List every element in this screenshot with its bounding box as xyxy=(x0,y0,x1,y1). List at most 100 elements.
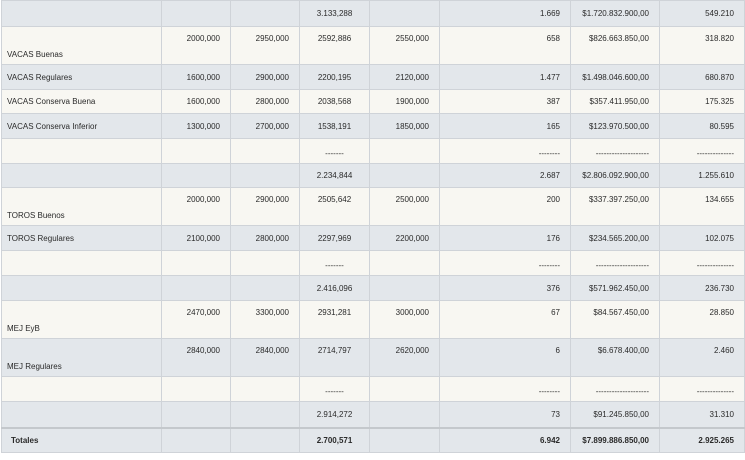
head-count-cell: 6 xyxy=(439,338,571,377)
table-row: 2.416,096 376 $571.962.450,00 236.730 63… xyxy=(1,275,745,301)
head-count-cell: 658 xyxy=(439,26,571,65)
table-row: 2.914,272 73 $91.245.850,00 31.310 429 xyxy=(1,401,745,429)
table-row: VACAS Regulares 1600,000 2900,000 2200,1… xyxy=(1,64,745,90)
min-price-cell: 1600,000 xyxy=(161,64,231,90)
total-avg-price: 2.700,571 xyxy=(299,427,370,453)
avg-price-cell: 1538,191 xyxy=(299,113,370,139)
category-cell xyxy=(1,401,162,429)
min-price-cell: 1600,000 xyxy=(161,89,231,114)
head-count-cell: 67 xyxy=(439,300,571,339)
max-price-cell xyxy=(230,250,300,276)
table-row: ------- -------- -------------------- --… xyxy=(1,376,745,402)
table-row: TOROS Regulares 2100,000 2800,000 2297,9… xyxy=(1,225,745,251)
kilos-cell: 2.460 xyxy=(659,338,745,377)
head-count-cell: 1.669 xyxy=(439,0,571,27)
mode-price-cell xyxy=(369,0,440,27)
table-row: TOROS Buenos 2000,000 2900,000 2505,642 … xyxy=(1,187,745,226)
kilos-cell: 236.730 xyxy=(659,275,745,301)
table-row: ------- -------- -------------------- --… xyxy=(1,138,745,164)
category-cell xyxy=(1,163,162,188)
totals-row: Totales 2.700,571 6.942 $7.899.886.850,0… xyxy=(1,427,745,453)
mode-price-cell: 1850,000 xyxy=(369,113,440,139)
avg-price-cell: 2592,886 xyxy=(299,26,370,65)
max-price-cell xyxy=(230,163,300,188)
avg-price-cell: 2.234,844 xyxy=(299,163,370,188)
min-price-cell: 1300,000 xyxy=(161,113,231,139)
max-price-cell xyxy=(230,138,300,164)
kilos-cell: 31.310 xyxy=(659,401,745,429)
table-row: VACAS Buenas 2000,000 2950,000 2592,886 … xyxy=(1,26,745,65)
amount-cell: $2.806.092.900,00 xyxy=(570,163,660,188)
kilos-cell: 1.255.610 xyxy=(659,163,745,188)
max-price-cell xyxy=(230,427,300,453)
kilos-cell: 549.210 xyxy=(659,0,745,27)
min-price-cell xyxy=(161,427,231,453)
mode-price-cell xyxy=(369,401,440,429)
table-row: MEJ Regulares 2840,000 2840,000 2714,797… xyxy=(1,338,745,377)
min-price-cell xyxy=(161,138,231,164)
min-price-cell: 2000,000 xyxy=(161,26,231,65)
amount-cell: $571.962.450,00 xyxy=(570,275,660,301)
kilos-cell: 680.870 xyxy=(659,64,745,90)
amount-cell: -------------------- xyxy=(570,250,660,276)
max-price-cell: 2840,000 xyxy=(230,338,300,377)
mode-price-cell: 2550,000 xyxy=(369,26,440,65)
head-count-cell: -------- xyxy=(439,250,571,276)
min-price-cell xyxy=(161,250,231,276)
avg-price-cell: 2931,281 xyxy=(299,300,370,339)
amount-cell: $826.663.850,00 xyxy=(570,26,660,65)
avg-price-cell: 2.416,096 xyxy=(299,275,370,301)
max-price-cell: 2900,000 xyxy=(230,187,300,226)
min-price-cell: 2000,000 xyxy=(161,187,231,226)
table-row: 3.133,288 1.669 $1.720.832.900,00 549.21… xyxy=(1,0,745,27)
mode-price-cell xyxy=(369,376,440,402)
kilos-cell: 80.595 xyxy=(659,113,745,139)
max-price-cell: 3300,000 xyxy=(230,300,300,339)
category-cell xyxy=(1,0,162,27)
category-cell: VACAS Regulares xyxy=(1,64,162,90)
totals-label: Totales xyxy=(1,427,162,453)
min-price-cell xyxy=(161,275,231,301)
kilos-cell: 28.850 xyxy=(659,300,745,339)
amount-cell: $91.245.850,00 xyxy=(570,401,660,429)
amount-cell: -------------------- xyxy=(570,376,660,402)
head-count-cell: 176 xyxy=(439,225,571,251)
mode-price-cell xyxy=(369,163,440,188)
kilos-cell: 134.655 xyxy=(659,187,745,226)
max-price-cell: 2800,000 xyxy=(230,225,300,251)
min-price-cell xyxy=(161,401,231,429)
mode-price-cell: 3000,000 xyxy=(369,300,440,339)
category-cell: MEJ EyB xyxy=(1,300,162,339)
avg-price-cell: ------- xyxy=(299,138,370,164)
amount-cell: $234.565.200,00 xyxy=(570,225,660,251)
mode-price-cell xyxy=(369,427,440,453)
amount-cell: -------------------- xyxy=(570,138,660,164)
category-cell xyxy=(1,376,162,402)
amount-cell: $84.567.450,00 xyxy=(570,300,660,339)
avg-price-cell: 2200,195 xyxy=(299,64,370,90)
avg-price-cell: ------- xyxy=(299,376,370,402)
min-price-cell: 2100,000 xyxy=(161,225,231,251)
table-row: ------- -------- -------------------- --… xyxy=(1,250,745,276)
category-cell: TOROS Buenos xyxy=(1,187,162,226)
head-count-cell: 73 xyxy=(439,401,571,429)
table-row: VACAS Conserva Buena 1600,000 2800,000 2… xyxy=(1,89,745,114)
total-kilos: 2.925.265 xyxy=(659,427,745,453)
mode-price-cell xyxy=(369,275,440,301)
avg-price-cell: 2714,797 xyxy=(299,338,370,377)
max-price-cell xyxy=(230,275,300,301)
kilos-cell: 318.820 xyxy=(659,26,745,65)
category-cell: TOROS Regulares xyxy=(1,225,162,251)
avg-price-cell: 2505,642 xyxy=(299,187,370,226)
min-price-cell xyxy=(161,163,231,188)
mode-price-cell: 2500,000 xyxy=(369,187,440,226)
head-count-cell: 165 xyxy=(439,113,571,139)
avg-price-cell: 2038,568 xyxy=(299,89,370,114)
max-price-cell: 2700,000 xyxy=(230,113,300,139)
total-head-count: 6.942 xyxy=(439,427,571,453)
kilos-cell: 175.325 xyxy=(659,89,745,114)
category-cell: VACAS Conserva Buena xyxy=(1,89,162,114)
total-amount: $7.899.886.850,00 xyxy=(570,427,660,453)
head-count-cell: 376 xyxy=(439,275,571,301)
